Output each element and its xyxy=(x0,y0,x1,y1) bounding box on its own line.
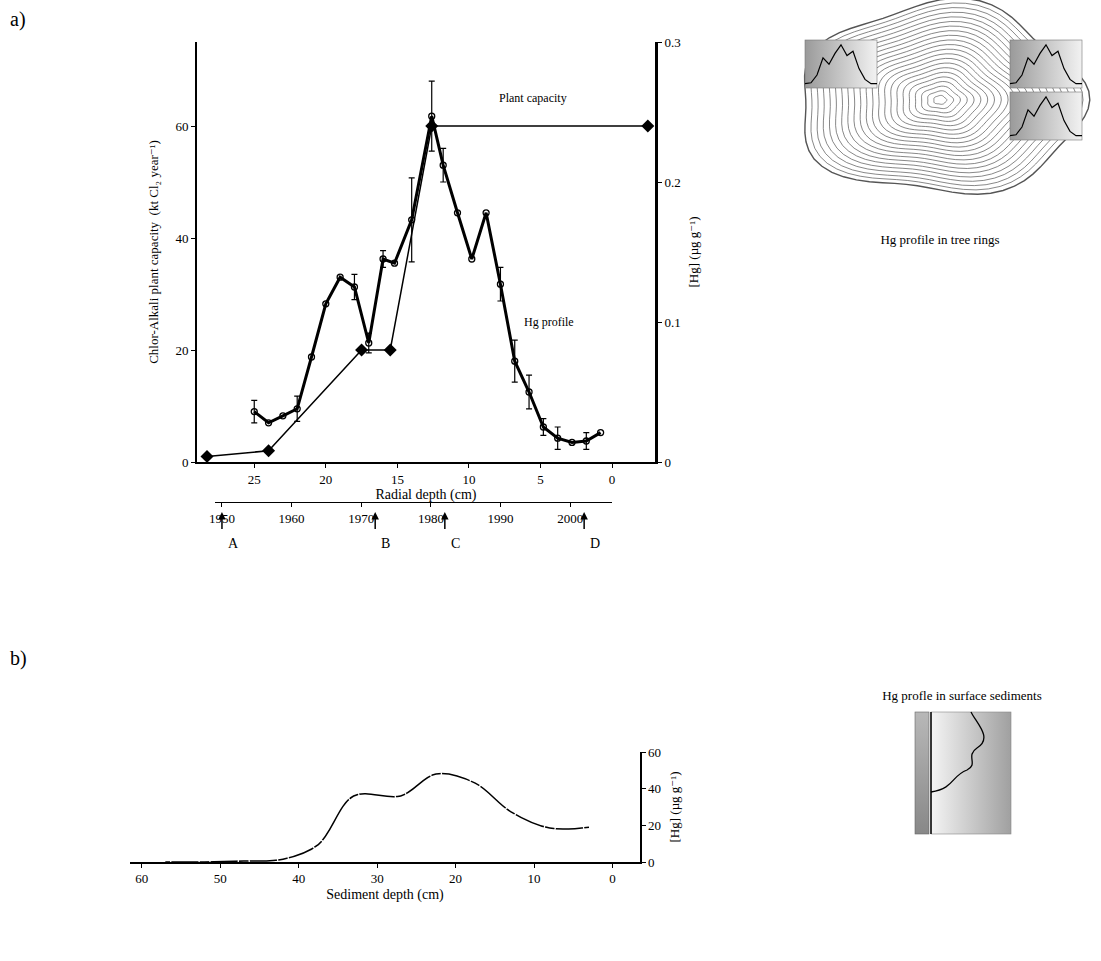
svg-text:1990: 1990 xyxy=(488,511,514,526)
svg-text:[Hg] (µg g⁻¹): [Hg] (µg g⁻¹) xyxy=(686,217,701,288)
svg-text:15: 15 xyxy=(391,472,404,487)
svg-text:20: 20 xyxy=(175,343,188,358)
svg-text:1980: 1980 xyxy=(418,511,444,526)
svg-text:10: 10 xyxy=(528,871,541,886)
svg-text:50: 50 xyxy=(214,871,227,886)
svg-text:10: 10 xyxy=(462,472,475,487)
svg-text:30: 30 xyxy=(371,871,384,886)
svg-text:A: A xyxy=(228,536,239,551)
svg-text:1960: 1960 xyxy=(279,511,305,526)
svg-text:0: 0 xyxy=(648,855,655,870)
svg-text:60: 60 xyxy=(175,119,188,134)
svg-text:5: 5 xyxy=(537,472,544,487)
svg-text:D: D xyxy=(590,536,600,551)
svg-text:[Hg] (µg g⁻¹): [Hg] (µg g⁻¹) xyxy=(667,772,682,843)
svg-text:Hg profile: Hg profile xyxy=(524,315,574,329)
svg-text:B: B xyxy=(381,536,390,551)
svg-text:Hg profle in surface sediments: Hg profle in surface sediments xyxy=(882,688,1042,703)
svg-text:1970: 1970 xyxy=(348,511,374,526)
svg-text:20: 20 xyxy=(449,871,462,886)
svg-text:60: 60 xyxy=(648,745,661,760)
svg-text:Sediment depth (cm): Sediment depth (cm) xyxy=(326,887,444,903)
svg-text:b): b) xyxy=(10,647,27,670)
svg-text:0.1: 0.1 xyxy=(665,315,681,330)
svg-text:0.3: 0.3 xyxy=(665,35,681,50)
svg-text:Plant capacity: Plant capacity xyxy=(499,91,567,105)
svg-text:20: 20 xyxy=(648,818,661,833)
svg-text:60: 60 xyxy=(135,871,148,886)
svg-text:2000: 2000 xyxy=(557,511,583,526)
svg-text:40: 40 xyxy=(292,871,305,886)
svg-text:0: 0 xyxy=(609,871,616,886)
svg-text:Chlor-Alkali plant capacity (: Chlor-Alkali plant capacity (kt Cl₂ year… xyxy=(146,140,161,364)
svg-text:40: 40 xyxy=(175,231,188,246)
svg-text:0: 0 xyxy=(182,455,189,470)
svg-text:Hg profile in tree rings: Hg profile in tree rings xyxy=(880,232,999,247)
svg-text:Radial depth (cm): Radial depth (cm) xyxy=(375,487,476,503)
svg-text:0.2: 0.2 xyxy=(665,175,681,190)
svg-text:C: C xyxy=(451,536,460,551)
svg-text:a): a) xyxy=(10,8,26,31)
svg-text:40: 40 xyxy=(648,781,661,796)
svg-text:1950: 1950 xyxy=(209,511,235,526)
svg-text:0: 0 xyxy=(665,455,672,470)
svg-text:20: 20 xyxy=(319,472,332,487)
svg-text:0: 0 xyxy=(609,472,616,487)
svg-text:25: 25 xyxy=(248,472,261,487)
